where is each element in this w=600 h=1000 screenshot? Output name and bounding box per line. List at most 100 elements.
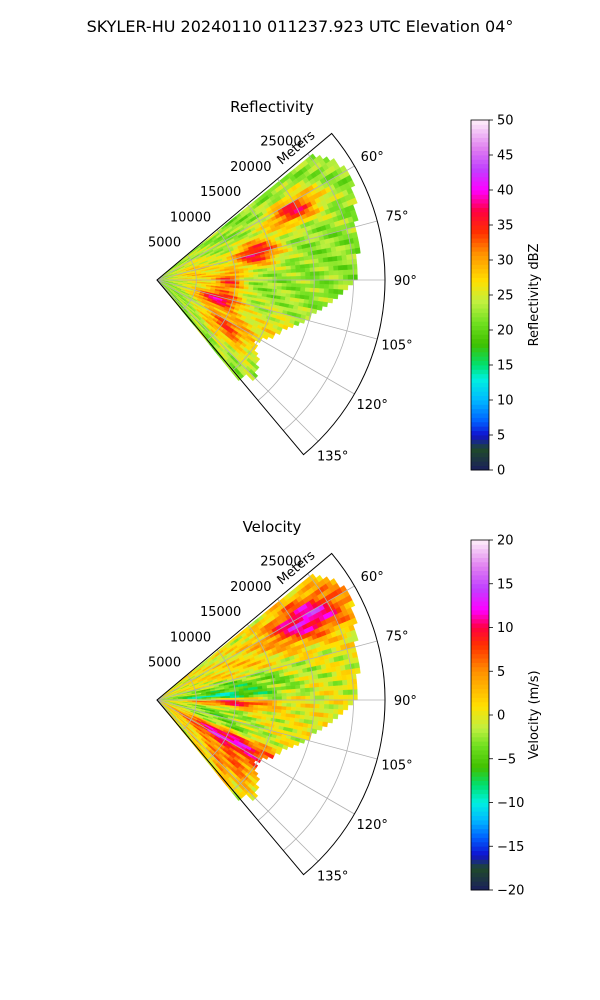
data-cell (220, 276, 226, 279)
colorbar-segment (471, 623, 489, 628)
data-cell (332, 256, 338, 262)
colorbar-segment (471, 614, 489, 620)
data-cell (333, 699, 339, 706)
data-cell (281, 689, 287, 694)
azimuth-tick-label: 75° (385, 210, 408, 225)
data-cell (286, 699, 292, 704)
data-cell (276, 266, 282, 271)
data-cell (253, 277, 259, 281)
data-cell (314, 708, 320, 714)
colorbar-segment (471, 452, 489, 458)
data-cell (253, 694, 259, 698)
data-cell (328, 690, 335, 696)
data-cell (316, 725, 323, 731)
data-cell (291, 283, 297, 288)
colorbar-segment (471, 658, 489, 663)
data-cell (299, 260, 306, 266)
colorbar-segment (471, 758, 489, 764)
data-cell (225, 695, 231, 699)
data-cell (319, 690, 325, 696)
data-cell (304, 291, 311, 297)
data-cell (300, 699, 306, 705)
colorbar-segment (471, 872, 489, 878)
data-cell (290, 261, 296, 267)
data-cell (318, 712, 325, 718)
data-cell (338, 284, 344, 291)
colorbar-segment (471, 264, 489, 270)
data-cell (350, 197, 358, 206)
data-cell (314, 695, 320, 701)
data-cell (337, 289, 344, 295)
data-cell (313, 292, 320, 298)
data-cell (295, 684, 301, 690)
colorbar-tick-label: 10 (497, 621, 514, 636)
data-cell (276, 699, 283, 704)
data-cell (318, 257, 324, 264)
data-cell (281, 706, 287, 711)
data-cell (305, 271, 311, 277)
colorbar-segment (471, 181, 489, 187)
data-cell (337, 685, 344, 691)
data-cell (290, 681, 296, 687)
data-cell (300, 703, 306, 709)
data-cell (300, 707, 306, 712)
data-cell (332, 293, 339, 300)
data-cell (314, 703, 320, 709)
data-cell (324, 699, 330, 705)
data-cell (243, 702, 250, 706)
colorbar-segment (471, 645, 489, 650)
colorbar-segment (471, 155, 489, 160)
data-cell (311, 728, 318, 735)
data-cell (276, 686, 282, 691)
data-cell (300, 283, 306, 289)
data-cell (281, 692, 287, 697)
data-cell (333, 690, 339, 696)
data-cell (295, 692, 302, 697)
colorbar-segment (471, 837, 489, 843)
colorbar-segment (471, 544, 489, 550)
colorbar-segment (471, 557, 489, 563)
colorbar-segment (471, 391, 489, 397)
data-cell (353, 662, 360, 669)
colorbar-segment (471, 719, 489, 725)
data-cell (343, 274, 349, 281)
data-cell (220, 696, 226, 699)
data-cell (258, 276, 264, 281)
colorbar-segment (471, 128, 489, 134)
data-cell (305, 703, 311, 709)
data-cell (347, 269, 353, 276)
data-cell (262, 693, 269, 698)
colorbar-segment (471, 666, 489, 672)
data-cell (345, 669, 352, 676)
colorbar-tick-label: −5 (497, 752, 516, 767)
data-cell (318, 262, 325, 268)
data-cell (318, 266, 325, 272)
data-cell (276, 269, 283, 274)
data-cell (295, 707, 301, 712)
azimuth-tick-label: 90° (394, 694, 417, 709)
data-cell (304, 267, 311, 273)
data-cell (333, 274, 339, 281)
data-cell (281, 279, 287, 284)
data-cell (342, 704, 349, 711)
colorbar-segment (471, 378, 489, 383)
colorbar-segment (471, 776, 489, 782)
colorbar-tick-label: 0 (497, 464, 505, 479)
data-cell (258, 274, 264, 278)
data-cell (327, 293, 334, 299)
data-cell (347, 689, 353, 696)
data-cell (323, 292, 329, 299)
data-cell (300, 268, 306, 273)
data-cell (318, 682, 325, 688)
data-cell (332, 676, 338, 682)
data-cell (262, 279, 269, 284)
colorbar-segment (471, 876, 489, 882)
data-cell (239, 275, 245, 279)
colorbar-segment (471, 295, 489, 300)
colorbar-segment (471, 745, 489, 751)
data-cell (314, 275, 320, 281)
data-cell (267, 279, 273, 284)
data-cell (319, 695, 325, 701)
azimuth-tick-label: 135° (317, 870, 348, 885)
